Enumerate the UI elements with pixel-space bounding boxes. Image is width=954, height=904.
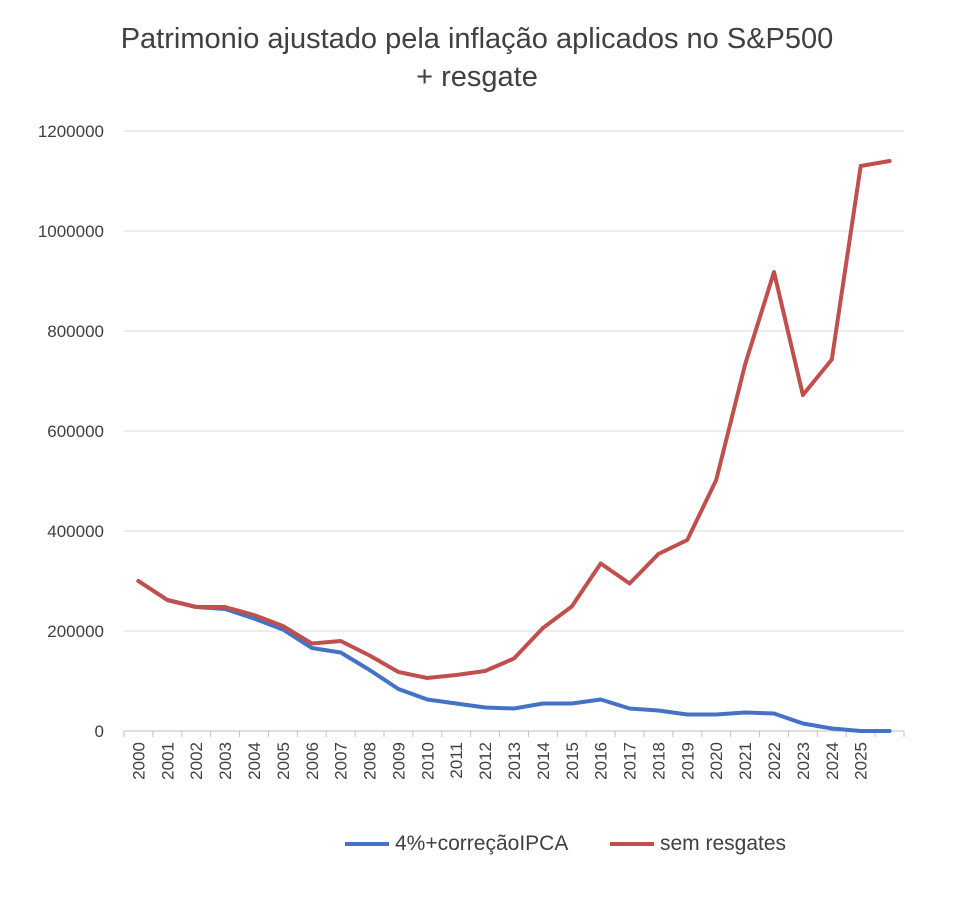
y-tick-label: 0 xyxy=(95,722,104,741)
x-tick-label: 2004 xyxy=(245,742,264,780)
x-tick-label: 2002 xyxy=(187,742,206,780)
x-tick-label: 2007 xyxy=(332,742,351,780)
legend-swatch-sem-resgates xyxy=(610,842,654,846)
x-tick-label: 2025 xyxy=(852,742,871,780)
x-tick-label: 2003 xyxy=(216,742,235,780)
chart-title: Patrimonio ajustado pela inflação aplica… xyxy=(0,20,954,96)
y-tick-label: 800000 xyxy=(47,322,104,341)
x-tick-label: 2024 xyxy=(823,742,842,780)
x-tick-label: 2018 xyxy=(649,742,668,780)
x-tick-label: 2000 xyxy=(129,742,148,780)
legend-label-sem-resgates: sem resgates xyxy=(660,832,787,855)
y-tick-label: 1200000 xyxy=(38,122,104,141)
x-tick-label: 2021 xyxy=(736,742,755,780)
x-tick-label: 2013 xyxy=(505,742,524,780)
x-tick-label: 2008 xyxy=(361,742,380,780)
legend-item-ipca: 4%+correçãoIPCA xyxy=(345,832,568,856)
chart-title-line-2: + resgate xyxy=(416,61,538,93)
x-tick-label: 2014 xyxy=(534,742,553,780)
chart-title-line-1: Patrimonio ajustado pela inflação aplica… xyxy=(120,23,834,55)
x-tick-label: 2005 xyxy=(274,742,293,780)
x-tick-label: 2001 xyxy=(158,742,177,780)
legend-label-ipca: 4%+correçãoIPCA xyxy=(395,832,569,855)
y-tick-label: 600000 xyxy=(47,422,104,441)
x-tick-label: 2017 xyxy=(621,742,640,780)
x-tick-label: 2009 xyxy=(389,742,408,780)
x-tick-label: 2006 xyxy=(303,742,322,780)
x-tick-label: 2023 xyxy=(794,742,813,780)
x-tick-label: 2020 xyxy=(707,742,726,780)
y-tick-label: 400000 xyxy=(47,522,104,541)
series-line-ipca xyxy=(136,579,892,733)
y-tick-label: 1000000 xyxy=(38,222,104,241)
x-tick-label: 2015 xyxy=(563,742,582,780)
legend-swatch-ipca xyxy=(345,842,389,846)
x-tick-label: 2012 xyxy=(476,742,495,780)
x-tick-label: 2011 xyxy=(447,742,466,779)
legend-item-sem-resgates: sem resgates xyxy=(610,832,786,856)
x-tick-label: 2022 xyxy=(765,742,784,780)
x-tick-label: 2010 xyxy=(418,742,437,780)
legend: 4%+correçãoIPCA sem resgates xyxy=(0,832,954,862)
series-line-sem-resgates xyxy=(136,159,892,680)
x-tick-label: 2019 xyxy=(678,742,697,780)
x-tick-label: 2016 xyxy=(592,742,611,780)
y-tick-label: 200000 xyxy=(47,622,104,641)
